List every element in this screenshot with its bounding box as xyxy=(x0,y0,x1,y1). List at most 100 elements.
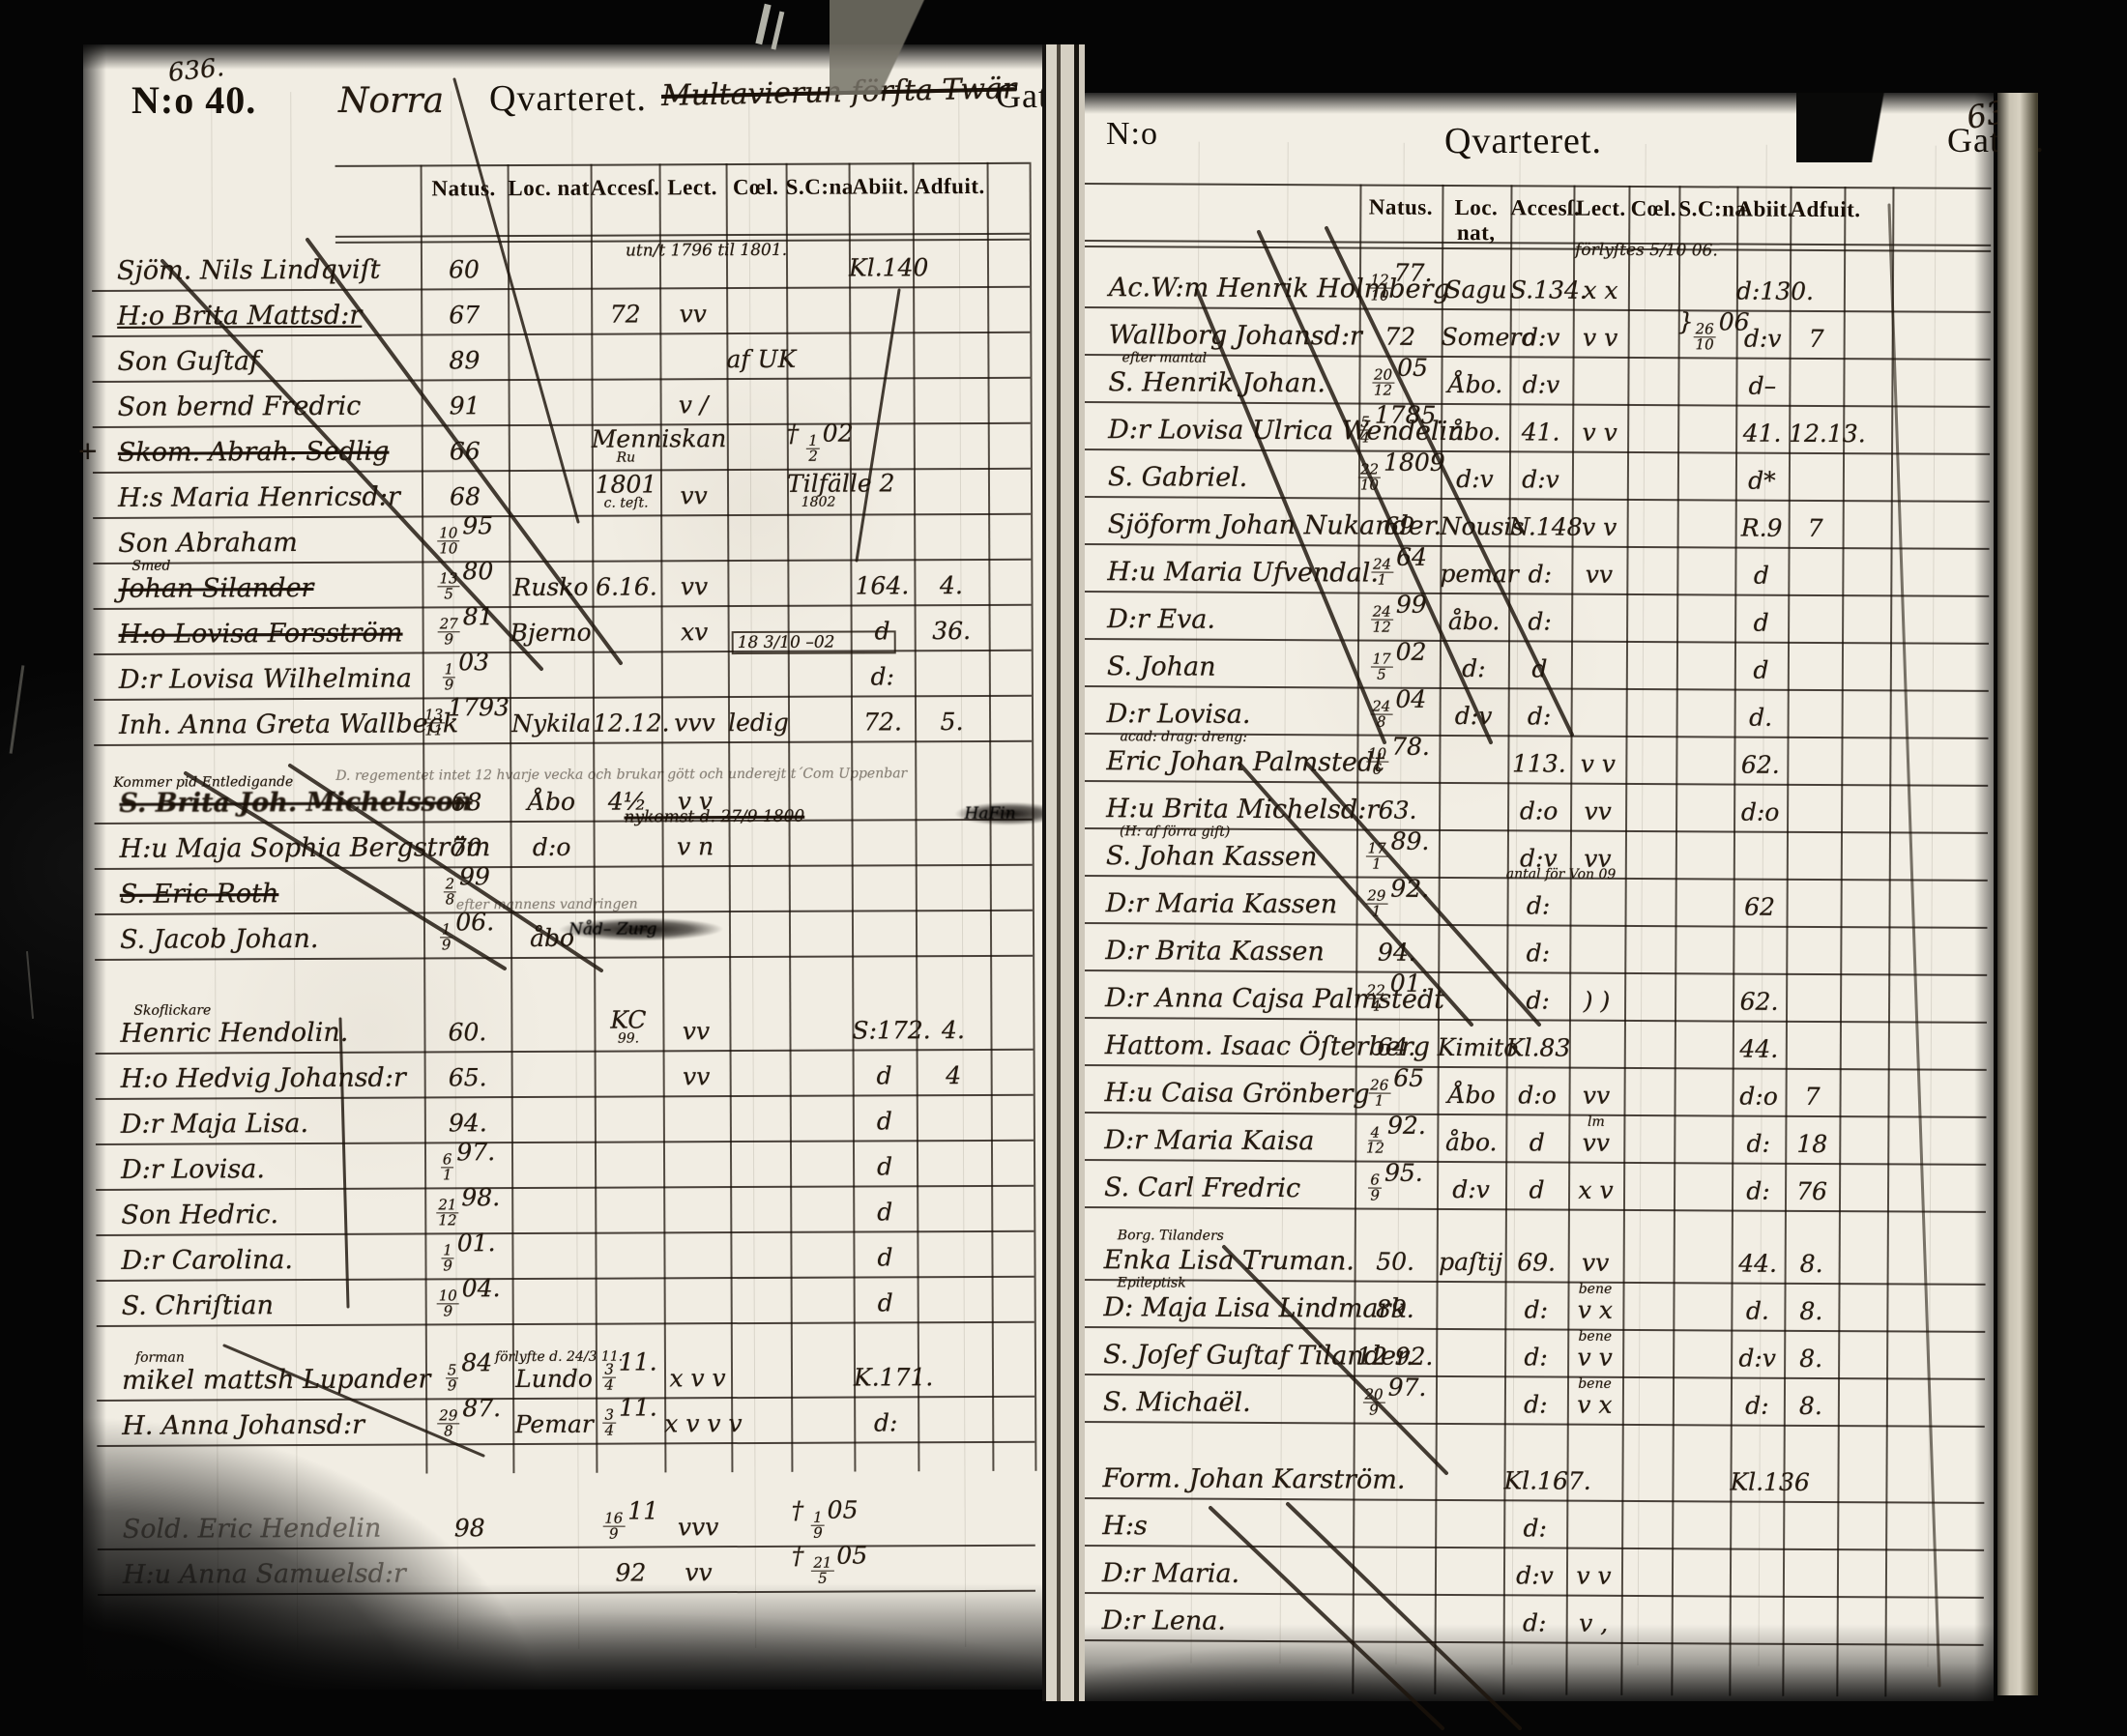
cell-natus: 24 8 04 xyxy=(1370,684,1427,731)
cell-lect: vv xyxy=(685,1558,713,1587)
ledger-row: Wallborg Johansd:r 72 Somero d:v v v} 26 10 06 d… xyxy=(1083,305,1991,361)
cell-natus: 12 92. xyxy=(1355,1342,1434,1371)
column-header: Abiit. xyxy=(852,174,909,199)
row-name: Wallborg Johansd:r xyxy=(1108,320,1362,352)
column-header: Loc. nat, xyxy=(1454,195,1499,246)
cell-natus: 21 12 98. xyxy=(436,1183,501,1230)
cell-acc: d: xyxy=(1524,1343,1548,1372)
ledger-row: D:r Lovisa Ulrica Wendelin 5 4 1785. åbo. 41.… xyxy=(1083,401,1991,455)
row-name: Inh. Anna Greta Wallbeck xyxy=(119,709,459,740)
ledger-row: D:r Brita Kassen 94. d: xyxy=(1080,921,1988,976)
row-name: Sold. Eric Hendelin xyxy=(122,1513,382,1545)
cell-natus: 22 4 01. xyxy=(1364,969,1429,1015)
column-header: Adfuit. xyxy=(914,173,985,199)
cell-acc: d:o xyxy=(1518,1081,1557,1110)
ledger-row: Hattom. Isaac Öſterberg 64. Kimito Kl.83 44. xyxy=(1079,1016,1987,1071)
cell-acc: 69. xyxy=(1517,1248,1557,1277)
ledger-row: S. Chriſtian 10 9 04. d xyxy=(96,1274,1034,1327)
cell-natus: 13 5 80 xyxy=(437,557,494,603)
cell-ab: d xyxy=(877,1288,893,1317)
cell-natus: 12 10 77. xyxy=(1368,258,1433,304)
cell-lect: x v xyxy=(1578,1175,1614,1204)
cell-ab: Kl.136 xyxy=(1730,1467,1810,1496)
ledger-row: S. Jacob Johan. 1 9 06. åbo xyxy=(94,908,1034,961)
cell-lect: v v xyxy=(1580,749,1617,778)
shadow-wedge xyxy=(1796,93,1951,162)
row-name: H:u Maria Ufvendal. xyxy=(1107,557,1380,589)
cell-lect: bene v v xyxy=(1577,1328,1613,1372)
cell-acc: 92 xyxy=(615,1558,647,1587)
cell-lect: x x xyxy=(1583,275,1618,304)
column-header: Natus. xyxy=(1368,194,1434,219)
margin-note: efter mannens vandringen xyxy=(455,896,638,913)
cell-acc: 12.12. xyxy=(593,709,670,738)
cell-loc: Åbo xyxy=(527,787,576,817)
cell-lect: xv xyxy=(680,618,709,647)
cell-acc: 41. xyxy=(1521,418,1560,447)
cell-natus: 89 xyxy=(449,346,481,375)
cell-lect: lm vv xyxy=(1582,1114,1611,1157)
cell-natus: 69 xyxy=(1384,511,1415,540)
cell-ab: 62 xyxy=(1744,892,1776,921)
cell-natus: 66 xyxy=(449,437,481,466)
ledger-row: efter mantal S. Henrik Johan. 20 12 05 Åbo. d:… xyxy=(1083,350,1991,408)
cell-ad: 7 xyxy=(1804,1082,1821,1111)
cell-acc: d xyxy=(1531,654,1548,683)
cell-natus: 20 12 05 xyxy=(1371,353,1429,399)
row-name: H. Anna Johansd:r xyxy=(122,1409,365,1441)
cell-acc: 72 xyxy=(609,300,641,329)
cell-loc: d:v xyxy=(1452,1175,1490,1204)
row-name: Eric Johan Palmstedt xyxy=(1106,746,1385,778)
cell-ad: 12.13. xyxy=(1789,419,1866,448)
cell-ab: d xyxy=(877,1243,893,1272)
row-name: mikel mattsh Lupander xyxy=(121,1364,431,1396)
cell-natus: 24 1 64 xyxy=(1370,542,1428,589)
cell-acc: d:v xyxy=(1516,1561,1554,1590)
row-name: H:s xyxy=(1102,1511,1148,1542)
row-name: Sjöm. Nils Lindqviſt xyxy=(116,254,381,286)
cell-natus: 68 xyxy=(450,482,481,511)
row-name: S. Henrik Johan. xyxy=(1108,367,1326,399)
film-scratch xyxy=(9,665,25,754)
cell-ab: 62. xyxy=(1740,750,1780,779)
cell-ab: d: xyxy=(1746,1129,1771,1158)
cell-acc: S.134. xyxy=(1509,275,1588,304)
cell-lect: vv xyxy=(1581,1248,1610,1277)
left-district-name: Norra xyxy=(338,81,445,121)
cell-ab: d: xyxy=(1746,1176,1770,1205)
cell-natus: 24 12 99 xyxy=(1370,590,1427,636)
cell-natus: 10 6 78. xyxy=(1365,732,1430,778)
cell-ab: 44. xyxy=(1739,1034,1779,1063)
cell-lect: vvv xyxy=(674,709,715,738)
cell-sc: † 21 5 05 xyxy=(791,1541,868,1587)
page-left: 636. N:o 40. Norra Qvarteret. Multavieru… xyxy=(77,44,1093,1690)
cell-ab: d xyxy=(876,1107,892,1136)
cell-acc: Kl.83 xyxy=(1505,1033,1571,1062)
cell-loc: Somero xyxy=(1441,322,1536,352)
cell-natus: 65. xyxy=(448,1063,487,1092)
cell-natus: 60 xyxy=(449,255,480,284)
row-name: D:r Maria Kassen xyxy=(1105,888,1338,920)
column-header: Adfuit. xyxy=(1790,196,1861,222)
cell-ab: d:v xyxy=(1738,1344,1777,1373)
ledger-row: Smed Johan Silander 13 5 80 Rusko 6.16. vv 164. 4… xyxy=(93,557,1032,610)
ledger-row: S. Michaël. 20 9 97. d: bene v x d: 8. xyxy=(1077,1374,1986,1428)
cell-ab: d xyxy=(1753,655,1769,684)
cell-loc: Åbo. xyxy=(1447,369,1503,399)
cell-lect: vv xyxy=(682,1017,711,1046)
cell-lect: vv xyxy=(1582,1081,1611,1110)
ledger-row: H. Anna Johansd:r 29 8 87. Pemar 3 4 11. x v v v… xyxy=(97,1394,1035,1447)
cell-natus: 60. xyxy=(448,1018,487,1047)
row-name: D:r Maria. xyxy=(1101,1558,1240,1589)
cell-natus: 6 9 95. xyxy=(1368,1158,1423,1204)
cell-lect: vv xyxy=(679,300,707,329)
row-name: D:r Lovisa. xyxy=(1106,699,1251,730)
row-name: H:u Brita Michelsd:r xyxy=(1106,794,1380,825)
cell-ad: 8. xyxy=(1798,1391,1822,1421)
ledger-row: Skoflickare Henric Hendolin. 60. KC 99. vv S:1… xyxy=(95,1002,1034,1055)
cell-natus: 17 1 89. xyxy=(1365,826,1430,873)
cell-acc: d: xyxy=(1524,1295,1549,1324)
ledger-row: acad: drag: dreng: Eric Johan Palmstedt 10… xyxy=(1081,729,1989,787)
cell-natus: 22 10 1809 xyxy=(1357,448,1445,494)
cell-sc: † 1 9 05 xyxy=(791,1495,859,1542)
